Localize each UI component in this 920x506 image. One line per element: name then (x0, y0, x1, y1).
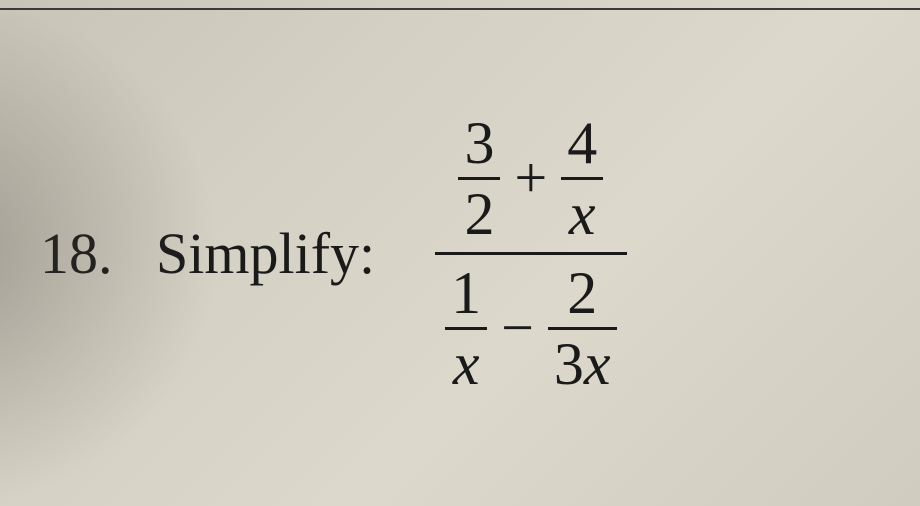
main-denominator: 1 x − 2 3x3x (435, 255, 626, 402)
denominator-right-bottom: 3x3x (548, 332, 617, 396)
numerator-right-bottom: x (563, 182, 602, 246)
problem-label: 18. Simplify: (40, 220, 375, 287)
denominator-operator: − (501, 299, 534, 357)
denominator-left-fraction: 1 x (445, 261, 487, 396)
numerator-left-fraction: 3 2 (458, 111, 500, 246)
main-numerator: 3 2 + 4 x (448, 105, 613, 252)
page-top-rule (0, 8, 920, 10)
numerator-left-bottom: 2 (458, 182, 500, 246)
fraction-bar (548, 327, 617, 330)
problem-instruction: Simplify: (156, 221, 375, 286)
denominator-left-top: 1 (445, 261, 487, 325)
fraction-bar (561, 177, 603, 180)
fraction-bar (458, 177, 500, 180)
denominator-right-top: 2 (561, 261, 603, 325)
numerator-left-top: 3 (458, 111, 500, 175)
fraction-bar (445, 327, 487, 330)
numerator-operator: + (514, 149, 547, 207)
denominator-left-bottom: x (447, 332, 486, 396)
numerator-right-fraction: 4 x (561, 111, 603, 246)
denominator-right-fraction: 2 3x3x (548, 261, 617, 396)
problem-number: 18. (40, 221, 113, 286)
problem-container: 18. Simplify: 3 2 + 4 x 1 x − (0, 0, 920, 506)
numerator-right-top: 4 (561, 111, 603, 175)
main-fraction: 3 2 + 4 x 1 x − 2 3x3x (435, 105, 626, 402)
